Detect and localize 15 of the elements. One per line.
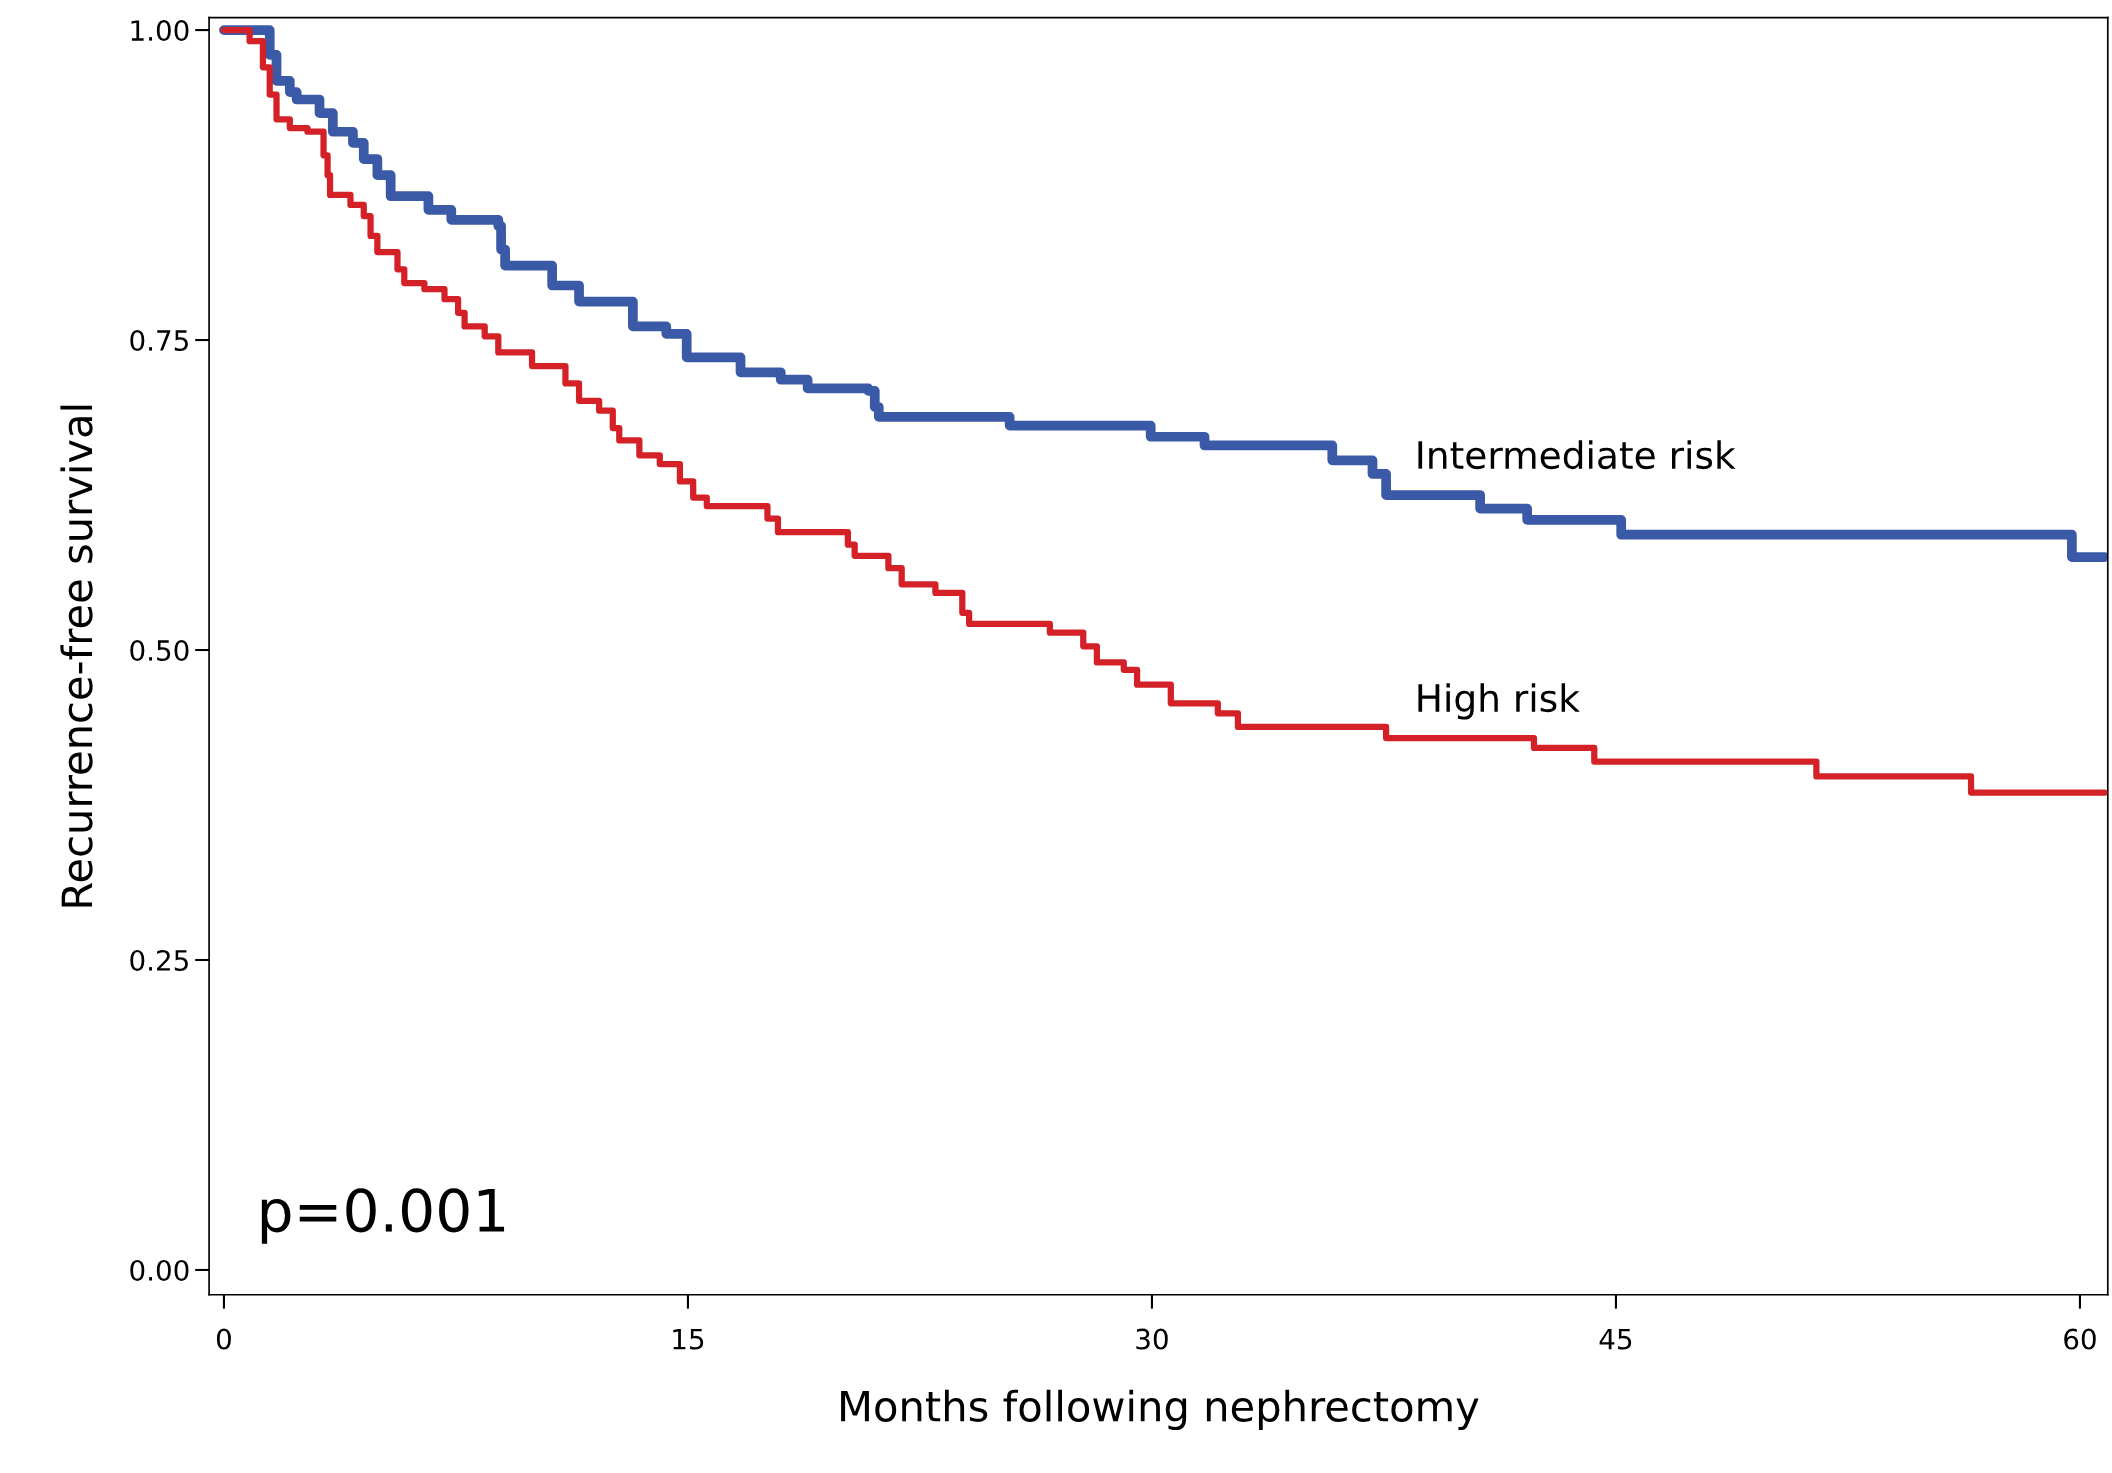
x-axis-title: Months following nephrectomy xyxy=(841,1389,1479,1431)
x-tick-label: 45 xyxy=(1599,1328,1632,1350)
y-tick-label: 1.00 xyxy=(131,20,189,42)
x-tick-label: 60 xyxy=(2064,1328,2096,1350)
series-label: High risk xyxy=(1418,683,1580,720)
y-tick-label: 0.25 xyxy=(130,949,188,971)
y-tick-label: 0.75 xyxy=(130,329,188,351)
y-axis-title: Recurrence-free survival xyxy=(60,405,93,907)
series-label: Intermediate risk xyxy=(1418,440,1736,470)
y-tick-label: 0.50 xyxy=(130,639,189,661)
x-tick-label: 30 xyxy=(1136,1328,1168,1350)
x-tick-label: 0 xyxy=(216,1328,231,1350)
x-tick-label: 15 xyxy=(673,1328,704,1350)
y-tick-label: 0.00 xyxy=(130,1259,189,1281)
annotation: p=0.001 xyxy=(261,1188,505,1244)
